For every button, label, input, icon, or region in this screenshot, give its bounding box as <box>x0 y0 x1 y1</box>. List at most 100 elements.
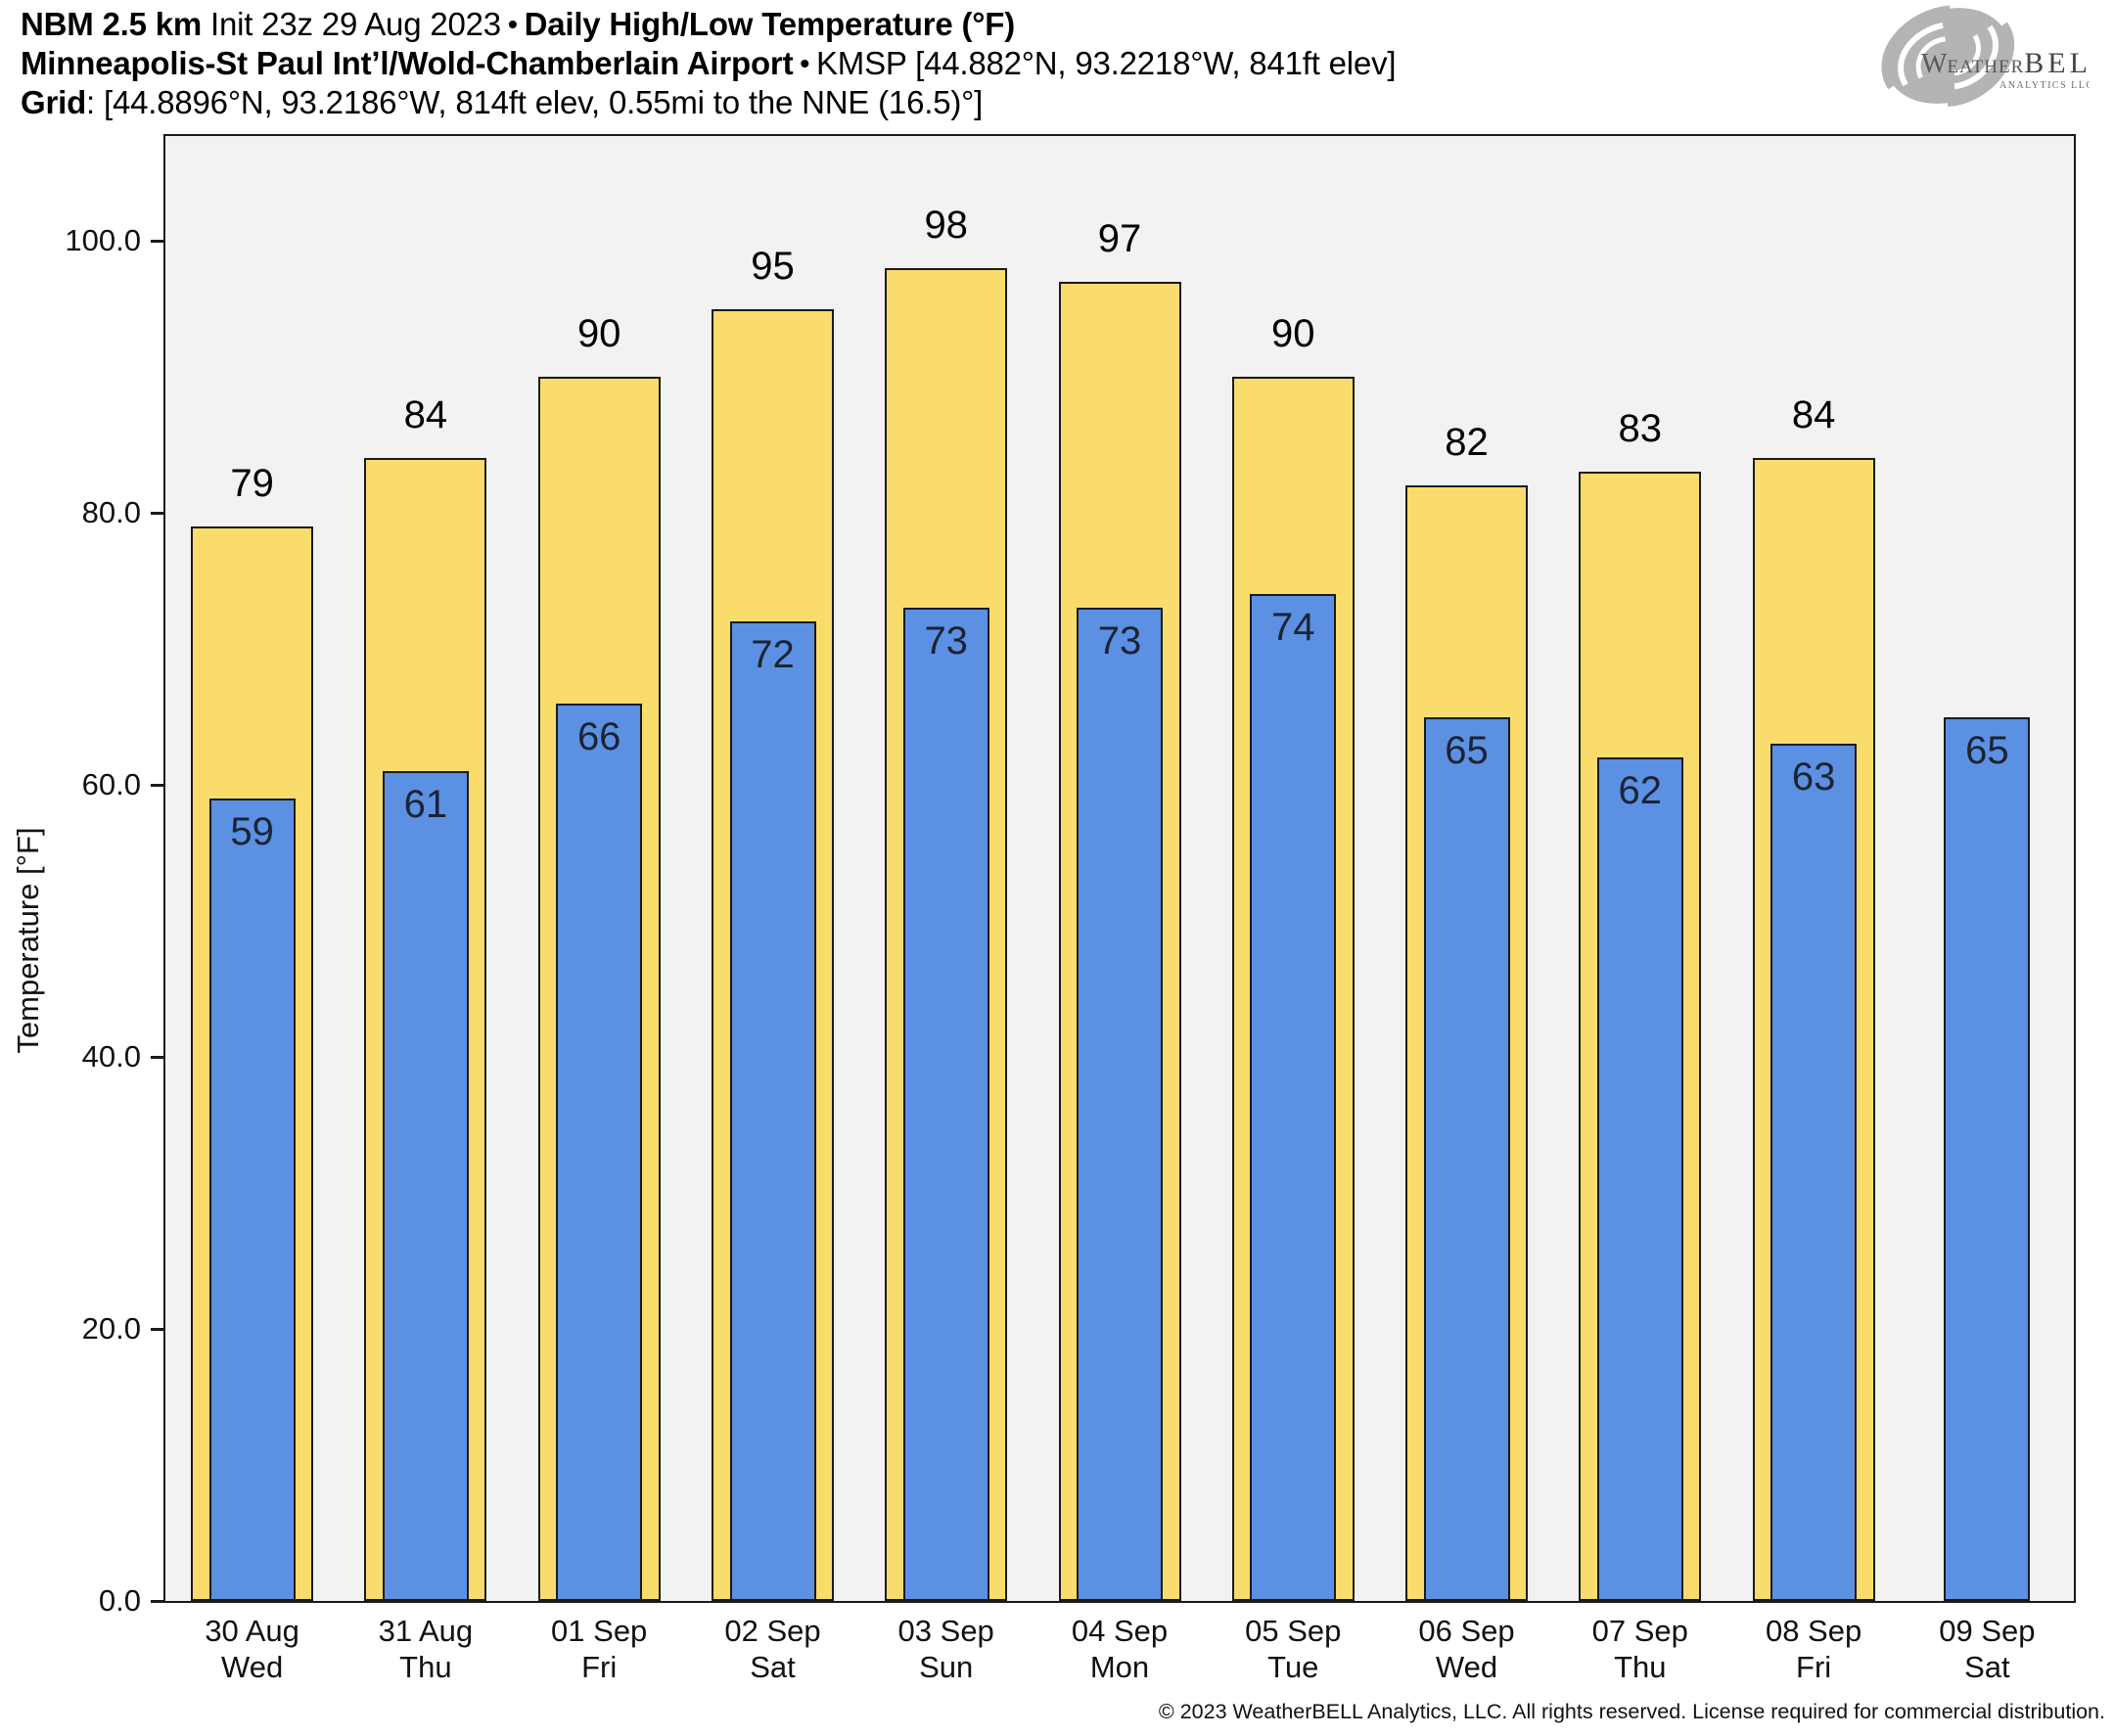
copyright-notice: © 2023 WeatherBELL Analytics, LLC. All r… <box>1158 1700 2105 1723</box>
x-tick-date: 31 Aug <box>378 1614 474 1648</box>
y-tick-mark <box>151 783 163 787</box>
init-time: Init 23z 29 Aug 2023 <box>210 6 501 42</box>
weatherbell-logo: WEATHERBELL ANALYTICS LLC <box>1881 5 2090 107</box>
hurricane-swirl-icon <box>1881 5 2014 107</box>
y-tick-label: 40.0 <box>81 1039 141 1074</box>
x-tick-label: 02 Sep Sat <box>686 1613 860 1685</box>
low-bar: 65 <box>1423 716 1510 1601</box>
y-tick-mark <box>151 1599 163 1603</box>
low-bar: 66 <box>556 703 643 1601</box>
x-tick-weekday: Sat <box>750 1650 796 1684</box>
header-line-1: NBM 2.5 km Init 23z 29 Aug 2023 • Daily Hi… <box>21 5 1396 44</box>
x-tick-weekday: Thu <box>1614 1650 1667 1684</box>
x-tick-date: 08 Sep <box>1765 1614 1862 1648</box>
x-tick-weekday: Wed <box>1435 1650 1498 1684</box>
low-bar: 73 <box>1077 608 1163 1601</box>
bullet-separator-2: • <box>800 48 809 78</box>
bullet-separator: • <box>507 9 518 39</box>
high-value-label: 90 <box>576 312 621 355</box>
x-tick-label: 31 Aug Thu <box>339 1613 513 1685</box>
plot-area: 79 59 84 61 90 66 95 72 98 73 97 73 90 74 82 65 83 62 84 63… <box>163 134 2076 1603</box>
y-axis-title: Temperature [°F] <box>11 827 45 1054</box>
low-bar: 72 <box>729 621 816 1601</box>
x-tick-date: 01 Sep <box>551 1614 648 1648</box>
y-tick-label: 100.0 <box>65 223 141 257</box>
low-value-label: 66 <box>576 714 621 758</box>
high-value-label: 82 <box>1445 421 1489 465</box>
x-tick-date: 30 Aug <box>205 1614 299 1648</box>
x-tick-label: 30 Aug Wed <box>165 1613 340 1685</box>
low-bar: 61 <box>382 771 469 1601</box>
model-name: NBM 2.5 km <box>21 6 203 42</box>
x-tick-label: 08 Sep Fri <box>1726 1613 1901 1685</box>
high-value-label: 79 <box>230 461 274 505</box>
high-value-label: 95 <box>751 244 795 288</box>
chart-header: NBM 2.5 km Init 23z 29 Aug 2023 • Daily Hi… <box>21 5 1397 122</box>
x-tick-date: 04 Sep <box>1071 1614 1169 1648</box>
low-value-label: 73 <box>1097 619 1142 663</box>
logo-bell-text: BELL <box>2024 47 2090 79</box>
low-value-label: 74 <box>1271 606 1315 650</box>
station-meta: KMSP [44.882°N, 93.2218°W, 841ft elev] <box>815 45 1397 81</box>
product-title: Daily High/Low Temperature (°F) <box>524 6 1016 42</box>
y-tick-mark <box>151 511 163 515</box>
y-tick-mark <box>151 239 163 243</box>
x-tick-weekday: Tue <box>1267 1650 1319 1684</box>
low-value-label: 72 <box>751 633 795 677</box>
high-value-label: 83 <box>1618 407 1663 451</box>
x-tick-date: 07 Sep <box>1591 1614 1688 1648</box>
x-tick-label: 03 Sep Sun <box>859 1613 1034 1685</box>
x-tick-weekday: Wed <box>221 1650 284 1684</box>
x-tick-label: 01 Sep Fri <box>512 1613 686 1685</box>
x-tick-weekday: Sun <box>919 1650 974 1684</box>
x-tick-weekday: Thu <box>399 1650 452 1684</box>
low-bar: 59 <box>208 798 296 1601</box>
y-tick-mark <box>151 1055 163 1059</box>
y-tick-label: 80.0 <box>81 495 141 529</box>
svg-text:WEATHERBELL: WEATHERBELL <box>1921 47 2090 79</box>
y-tick-label: 60.0 <box>81 767 141 801</box>
logo-subtitle: ANALYTICS LLC <box>1999 80 2090 91</box>
x-tick-label: 06 Sep Wed <box>1380 1613 1554 1685</box>
grid-meta: : [44.8896°N, 93.2186°W, 814ft elev, 0.5… <box>86 84 984 120</box>
y-tick-label: 0.0 <box>98 1583 141 1618</box>
high-value-label: 97 <box>1097 216 1142 260</box>
high-value-label: 84 <box>403 393 448 437</box>
high-value-label: 84 <box>1791 393 1836 437</box>
x-tick-date: 02 Sep <box>724 1614 821 1648</box>
low-bar: 73 <box>902 608 989 1601</box>
x-tick-date: 09 Sep <box>1939 1614 2036 1648</box>
low-value-label: 73 <box>924 619 968 663</box>
y-tick-label: 20.0 <box>81 1311 141 1346</box>
grid-label: Grid <box>21 84 87 120</box>
x-tick-date: 03 Sep <box>897 1614 994 1648</box>
low-bar: 63 <box>1770 744 1858 1601</box>
y-tick-mark <box>151 1327 163 1331</box>
low-value-label: 63 <box>1791 755 1836 799</box>
low-bar: 65 <box>1944 716 2031 1601</box>
x-tick-label: 05 Sep Tue <box>1206 1613 1380 1685</box>
low-value-label: 59 <box>230 809 274 853</box>
low-bar: 62 <box>1596 757 1683 1601</box>
low-value-label: 62 <box>1618 769 1663 813</box>
x-tick-weekday: Sat <box>1964 1650 2010 1684</box>
x-tick-label: 04 Sep Mon <box>1033 1613 1207 1685</box>
logo-weather-text: W <box>1921 49 1948 79</box>
high-value-label: 98 <box>924 203 968 247</box>
low-value-label: 65 <box>1965 728 2009 772</box>
low-value-label: 65 <box>1445 728 1489 772</box>
low-value-label: 61 <box>403 783 448 827</box>
x-tick-weekday: Fri <box>581 1650 618 1684</box>
x-tick-weekday: Fri <box>1796 1650 1832 1684</box>
high-value-label: 90 <box>1271 312 1315 355</box>
x-tick-label: 07 Sep Thu <box>1553 1613 1727 1685</box>
x-tick-date: 05 Sep <box>1245 1614 1342 1648</box>
x-tick-weekday: Mon <box>1089 1650 1150 1684</box>
x-tick-label: 09 Sep Sat <box>1900 1613 2074 1685</box>
header-line-2: Minneapolis-St Paul Intʼl/Wold-Chamberla… <box>21 44 1397 83</box>
station-name: Minneapolis-St Paul Intʼl/Wold-Chamberla… <box>21 45 794 81</box>
header-line-3: Grid: [44.8896°N, 93.2186°W, 814ft elev,… <box>21 83 1396 122</box>
x-tick-date: 06 Sep <box>1418 1614 1515 1648</box>
low-bar: 74 <box>1250 594 1337 1601</box>
